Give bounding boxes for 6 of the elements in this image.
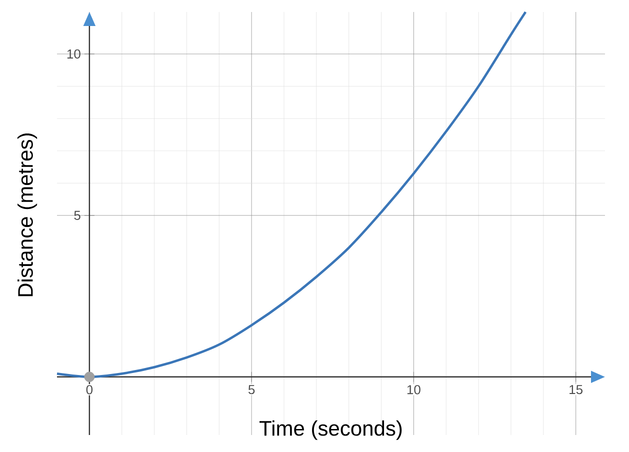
x-tick-label: 5	[248, 385, 255, 394]
x-tick-label: 15	[570, 385, 583, 394]
y-axis-title: Distance (metres)	[17, 134, 38, 296]
x-tick-label: 0	[86, 385, 93, 394]
x-axis-title: Time (seconds)	[260, 420, 402, 440]
x-tick-label: 10	[407, 385, 420, 394]
